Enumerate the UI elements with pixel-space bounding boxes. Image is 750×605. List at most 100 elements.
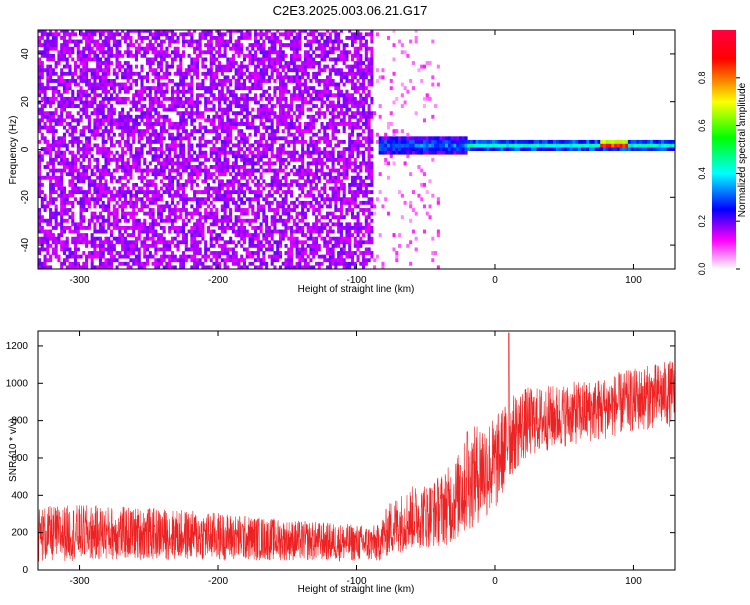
spectrogram-cell xyxy=(348,96,352,101)
spectrogram-cell xyxy=(229,64,233,69)
spectrogram-cell xyxy=(226,64,230,69)
spectrogram-cell xyxy=(267,86,271,91)
spectrogram-cell xyxy=(348,132,352,137)
spectrogram-cell xyxy=(57,222,61,227)
spectrogram-cell xyxy=(276,118,280,123)
spectrogram-cell xyxy=(350,96,355,101)
spectrogram-cell xyxy=(165,175,169,180)
spectrogram-cell xyxy=(54,179,58,184)
spectrogram-cell xyxy=(195,247,199,252)
spectrogram-cell xyxy=(79,190,83,195)
spectrogram-cell xyxy=(123,182,127,187)
spectrogram-cell xyxy=(49,71,53,76)
spectrogram-cell xyxy=(87,136,91,141)
spectrogram-cell xyxy=(173,53,177,58)
spectrogram-cell xyxy=(212,96,216,101)
spectrogram-cell xyxy=(96,64,100,69)
spectrogram-cell xyxy=(242,193,247,198)
spectrogram-cell xyxy=(93,43,97,48)
spectrogram-cell xyxy=(287,43,291,48)
spectrogram-cell xyxy=(38,265,42,269)
spectrogram-cell xyxy=(93,172,97,177)
spectrogram-cell xyxy=(226,122,230,126)
spectrogram-cell xyxy=(93,53,97,58)
spectrogram-cell xyxy=(165,32,169,37)
spectrogram-cell xyxy=(262,186,266,191)
spectrogram-cell xyxy=(342,261,346,266)
spectrogram-cell xyxy=(259,46,263,51)
spectrogram-cell xyxy=(303,82,307,87)
spectrogram-cell xyxy=(85,136,89,141)
spectrogram-cell xyxy=(168,204,172,209)
spectrogram-cell xyxy=(314,30,319,33)
spectrogram-cell xyxy=(148,190,152,195)
spectrogram-cell xyxy=(309,190,313,195)
spectrogram-cell xyxy=(54,64,58,69)
spectrogram-cell xyxy=(218,53,222,58)
spectrogram-cell xyxy=(137,132,141,137)
spectrogram-cell xyxy=(93,222,97,227)
spectrogram-cell xyxy=(334,204,338,209)
spectrogram-cell xyxy=(162,243,166,248)
spectrogram-cell xyxy=(148,96,152,101)
spectrogram-cell xyxy=(270,122,274,126)
spectrogram-cell xyxy=(46,39,50,44)
spectrogram-cell xyxy=(190,100,194,105)
spectrogram-cell xyxy=(278,150,283,155)
spectrogram-cell xyxy=(328,39,332,44)
spectrogram-cell xyxy=(187,157,191,162)
spectrogram-cell xyxy=(223,107,227,112)
spectrogram-cell xyxy=(129,200,133,205)
spectrogram-cell xyxy=(245,172,249,177)
spectrogram-cell xyxy=(251,179,255,184)
spectrogram-cell xyxy=(209,211,213,216)
spectrogram-cell xyxy=(54,211,58,216)
spectrogram-cell xyxy=(198,204,202,209)
spectrogram-cell xyxy=(57,57,61,62)
spectrogram-cell xyxy=(270,261,274,266)
spectrogram-cell xyxy=(157,89,161,94)
spectrogram-cell xyxy=(284,30,288,33)
spectrogram-cell xyxy=(49,229,53,234)
spectrogram-cell xyxy=(259,190,263,195)
spectrogram-cell xyxy=(110,93,114,98)
spectrogram-cell xyxy=(65,258,69,263)
spectrogram-cell xyxy=(38,222,42,227)
spectrogram-cell xyxy=(129,82,133,87)
spectrogram-cell xyxy=(237,143,241,148)
spectrogram-cell xyxy=(284,190,288,195)
spectrogram-cell xyxy=(348,136,352,141)
spectrogram-cell xyxy=(170,175,175,180)
spectrogram-cell xyxy=(226,193,230,198)
spectrogram-cell xyxy=(292,136,296,141)
spectrogram-cell xyxy=(60,46,64,51)
spectrogram-cell xyxy=(323,100,327,105)
spectrogram-cell xyxy=(223,218,227,223)
spectrogram-cell xyxy=(337,157,341,162)
spectrogram-cell xyxy=(165,35,169,40)
spectrogram-cell xyxy=(237,229,241,234)
spectrogram-cell xyxy=(218,165,222,169)
spectrogram-cell xyxy=(298,175,302,180)
spectrogram-cell xyxy=(38,261,42,266)
spectrogram-cell xyxy=(143,204,147,209)
spectrogram-cell xyxy=(201,114,205,119)
spectrogram-cell xyxy=(259,35,263,40)
spectrogram-cell xyxy=(79,129,83,134)
spectrogram-cell xyxy=(287,211,291,216)
spectrogram-cell xyxy=(54,79,58,83)
spectrogram-cell xyxy=(301,211,305,216)
spectrogram-cell xyxy=(115,82,119,87)
spectrogram-cell xyxy=(195,100,199,105)
spectrogram-cell xyxy=(71,93,75,98)
spectrogram-cell xyxy=(254,43,258,48)
spectrogram-cell xyxy=(206,86,211,91)
spectrogram-cell xyxy=(231,229,235,234)
spectrogram-cell xyxy=(118,43,122,48)
spectrogram-cell xyxy=(49,200,53,205)
spectrogram-cell xyxy=(93,136,97,141)
spectrogram-cell xyxy=(190,236,194,241)
spectrogram-cell xyxy=(323,190,327,195)
spectrogram-cell xyxy=(298,247,302,252)
spectrogram-cell xyxy=(74,68,78,73)
